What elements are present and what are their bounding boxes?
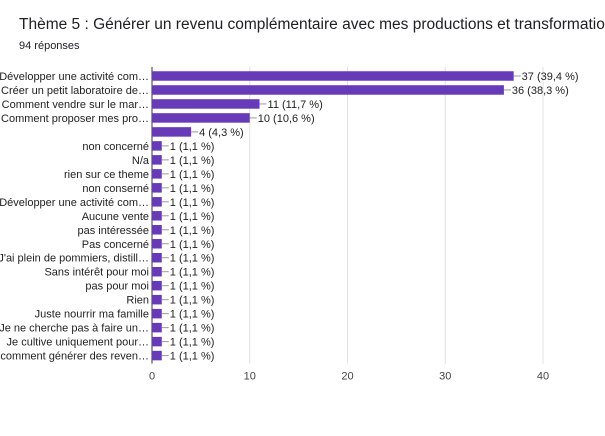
value-label: 1 (1,1 %) (170, 351, 215, 363)
bar (152, 169, 162, 179)
category-label: N/a (132, 155, 150, 167)
bar (152, 99, 260, 109)
value-label: 37 (39,4 %) (522, 71, 579, 83)
x-tick-label: 30 (439, 371, 451, 383)
category-label: Sans intérêt pour moi (44, 267, 149, 279)
bar (152, 322, 162, 333)
category-label: non concerné (82, 141, 149, 153)
bar (152, 155, 162, 165)
bar (152, 239, 162, 249)
category-label: comment générer des reven… (0, 351, 149, 363)
category-label: pas intéressée (77, 225, 149, 237)
value-label: 4 (4,3 %) (199, 127, 244, 139)
value-label: 1 (1,1 %) (170, 309, 215, 321)
bar (152, 211, 162, 221)
bar (152, 280, 162, 291)
chart-title: Thème 5 : Générer un revenu complémentai… (19, 16, 605, 33)
value-label: 36 (38,3 %) (512, 85, 569, 97)
bar (152, 336, 162, 347)
category-label: Pas concerné (82, 239, 149, 251)
bar (152, 252, 162, 263)
category-label: Rien (126, 295, 149, 307)
value-label: 1 (1,1 %) (170, 267, 215, 279)
value-label: 1 (1,1 %) (170, 141, 215, 153)
value-label: 1 (1,1 %) (170, 225, 215, 237)
value-label: 1 (1,1 %) (170, 239, 215, 251)
category-label: Créer un petit laboratoire de… (1, 85, 149, 97)
category-label: rien sur ce theme (64, 169, 149, 181)
value-label: 10 (10,6 %) (258, 113, 315, 125)
value-label: 1 (1,1 %) (170, 253, 215, 265)
category-label: pas pour moi (85, 281, 149, 293)
bar (152, 127, 192, 137)
bar (152, 85, 504, 95)
category-label: Comment vendre sur le mar… (2, 99, 149, 111)
category-label: Je ne cherche pas à faire un… (0, 323, 149, 335)
value-label: 1 (1,1 %) (170, 197, 215, 209)
bar (152, 71, 514, 81)
x-tick-label: 0 (149, 371, 155, 383)
bar (152, 113, 250, 123)
bar (152, 141, 162, 151)
category-label: J'ai plein de pommiers, distill… (0, 253, 149, 265)
category-label: Juste nourrir ma famille (35, 309, 149, 321)
bar (152, 225, 162, 235)
value-label: 1 (1,1 %) (170, 337, 215, 349)
bar (152, 294, 162, 305)
bar (152, 183, 162, 193)
value-label: 11 (11,7 %) (268, 99, 323, 111)
x-tick-label: 10 (244, 371, 256, 383)
category-label: non conserné (82, 183, 149, 195)
category-label: Comment proposer mes pro… (1, 113, 149, 125)
value-label: 1 (1,1 %) (170, 183, 215, 195)
bar (152, 266, 162, 277)
x-tick-label: 40 (537, 371, 549, 383)
category-label: Je cultive uniquement pour… (7, 337, 149, 349)
value-label: 1 (1,1 %) (170, 211, 215, 223)
category-label: Aucune vente (82, 211, 149, 223)
category-label: Développer une activité com… (0, 71, 149, 83)
bar (152, 308, 162, 319)
x-tick-label: 20 (341, 371, 353, 383)
value-label: 1 (1,1 %) (170, 295, 215, 307)
bar (152, 197, 162, 207)
value-label: 1 (1,1 %) (170, 281, 215, 293)
value-label: 1 (1,1 %) (170, 323, 215, 335)
value-label: 1 (1,1 %) (170, 169, 215, 181)
response-count: 94 réponses (19, 40, 80, 52)
bar (152, 350, 162, 361)
category-label: Développer une activité com… (0, 197, 149, 209)
value-label: 1 (1,1 %) (170, 155, 215, 167)
